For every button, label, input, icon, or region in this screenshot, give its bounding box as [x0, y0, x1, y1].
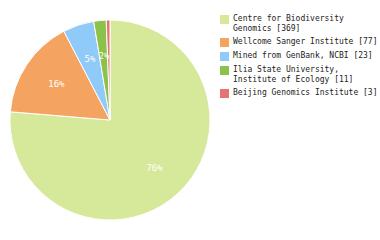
svg-text:16%: 16%	[48, 79, 65, 89]
html-text:Centre for Biodiversity Genomi: Centre for Biodiversity Genomics [369]	[233, 14, 344, 33]
svg-text:2%: 2%	[99, 51, 110, 61]
html-text:Wellcome Sanger Institute [77]: Wellcome Sanger Institute [77]	[233, 37, 378, 47]
html-text:Mined from GenBank, NCBI [23]: Mined from GenBank, NCBI [23]	[233, 51, 373, 61]
svg-text:5%: 5%	[85, 54, 96, 64]
html-text:Beijing Genomics Institute [3]: Beijing Genomics Institute [3]	[233, 88, 378, 98]
html-text:Ilia State University, Institu: Ilia State University, Institute of Ecol…	[233, 65, 354, 84]
svg-text:76%: 76%	[146, 163, 163, 173]
